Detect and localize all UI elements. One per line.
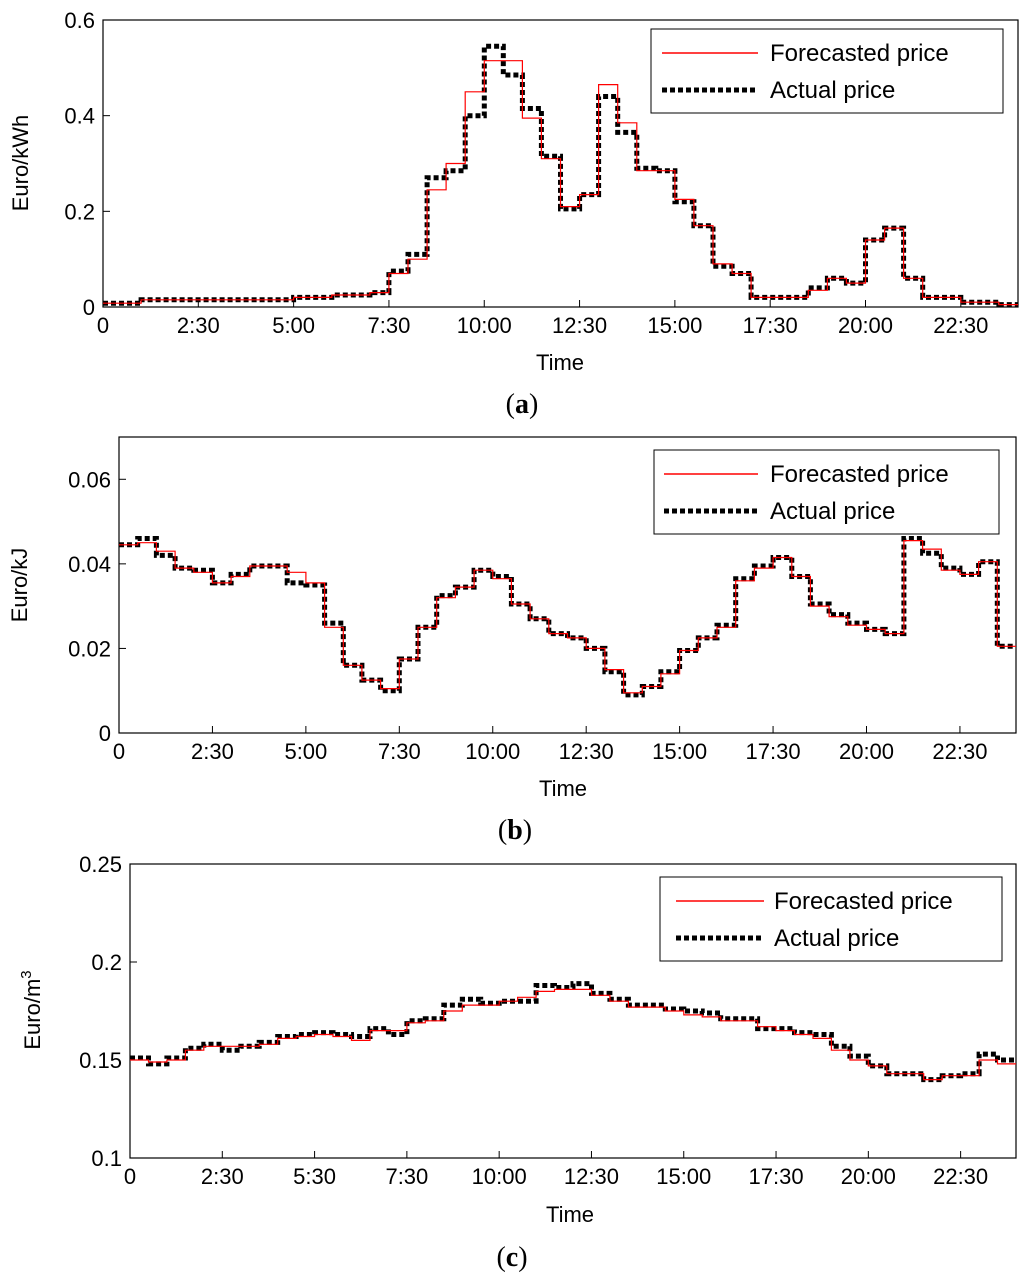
- legend: Forecasted price Actual price: [653, 449, 1000, 535]
- x-tick-label: 22:30: [932, 739, 987, 764]
- legend-actual-label: Actual price: [770, 77, 895, 104]
- x-tick-label: 17:30: [743, 313, 798, 338]
- y-axis-label: Euro/m3: [18, 970, 45, 1049]
- x-axis: 0 2:30 5:00 7:30 10:00 12:30 15:00 17:30 20:00 22…: [97, 300, 988, 338]
- x-tick-label: 22:30: [933, 313, 988, 338]
- y-tick-label: 0.15: [79, 1048, 122, 1073]
- caption-a-letter: a: [515, 389, 529, 420]
- series-lines: [103, 43, 1018, 308]
- x-tick-label: 20:00: [838, 313, 893, 338]
- y-axis-label-superscript: 3: [18, 970, 35, 978]
- x-tick-label: 15:00: [656, 1164, 711, 1189]
- chart-panel-c: 0 2:30 5:30 7:30 10:00 12:30 15:00 17:30 20:00 22…: [18, 852, 1017, 1273]
- x-tick-label: 0: [113, 739, 125, 764]
- x-tick-label: 22:30: [933, 1164, 988, 1189]
- caption-c-letter: c: [506, 1242, 518, 1273]
- series-lines: [119, 536, 1016, 698]
- y-axis-label: Euro/kWh: [8, 115, 33, 212]
- x-tick-label: 7:30: [378, 739, 421, 764]
- x-tick-label: 10:00: [457, 313, 512, 338]
- x-tick-label: 2:30: [177, 313, 220, 338]
- y-tick-label: 0.25: [79, 852, 122, 877]
- y-tick-label: 0.6: [64, 8, 95, 33]
- caption-b-letter: b: [507, 815, 523, 846]
- legend: Forecasted price Actual price: [650, 28, 1004, 114]
- x-tick-label: 17:30: [746, 739, 801, 764]
- series-forecasted-price: [130, 988, 1016, 1081]
- y-axis-label-base: Euro/m: [20, 979, 45, 1050]
- y-tick-label: 0.02: [68, 636, 111, 661]
- y-axis: 0 0.2 0.4 0.6: [64, 8, 110, 320]
- caption-c: (c): [496, 1242, 527, 1273]
- x-axis: 0 2:30 5:30 7:30 10:00 12:30 15:00 17:30 20:00 22…: [124, 1151, 988, 1189]
- x-axis: 0 2:30 5:00 7:30 10:00 12:30 15:00 17:30 20:00 22…: [113, 726, 987, 764]
- x-tick-label: 17:30: [749, 1164, 804, 1189]
- x-tick-label: 10:00: [472, 1164, 527, 1189]
- y-tick-label: 0.1: [91, 1146, 122, 1171]
- x-axis-label: Time: [546, 1202, 594, 1227]
- legend-box: [659, 876, 1003, 962]
- chart-panel-b: 0 2:30 5:00 7:30 10:00 12:30 15:00 17:30 20:00 22…: [7, 436, 1017, 846]
- legend-actual-label: Actual price: [774, 925, 899, 952]
- series-forecasted-price: [119, 540, 1016, 694]
- y-tick-label: 0: [83, 295, 95, 320]
- x-tick-label: 12:30: [552, 313, 607, 338]
- y-tick-label: 0.4: [64, 104, 95, 129]
- series-forecasted-price: [103, 60, 1018, 306]
- x-tick-label: 20:00: [839, 739, 894, 764]
- y-tick-label: 0.2: [64, 199, 95, 224]
- legend-forecast-label: Forecasted price: [770, 40, 949, 67]
- x-tick-label: 12:30: [559, 739, 614, 764]
- y-tick-label: 0.06: [68, 467, 111, 492]
- x-tick-label: 5:30: [293, 1164, 336, 1189]
- x-tick-label: 2:30: [191, 739, 234, 764]
- y-axis: 0 0.02 0.04 0.06: [68, 467, 126, 746]
- x-tick-label: 2:30: [201, 1164, 244, 1189]
- x-axis-label: Time: [539, 776, 587, 801]
- x-axis-label: Time: [536, 350, 584, 375]
- x-tick-label: 7:30: [385, 1164, 428, 1189]
- series-lines: [130, 981, 1016, 1083]
- y-axis: 0.1 0.15 0.2 0.25: [79, 852, 137, 1171]
- legend-box: [653, 449, 1000, 535]
- x-tick-label: 5:00: [284, 739, 327, 764]
- x-tick-label: 5:00: [272, 313, 315, 338]
- caption-b: (b): [498, 815, 532, 846]
- x-tick-label: 15:00: [652, 739, 707, 764]
- legend-forecast-label: Forecasted price: [770, 461, 949, 488]
- legend-box: [650, 28, 1004, 114]
- x-tick-label: 7:30: [368, 313, 411, 338]
- chart-panel-a: 0 2:30 5:00 7:30 10:00 12:30 15:00 17:30 20:00 22…: [8, 8, 1019, 420]
- legend-forecast-label: Forecasted price: [774, 888, 953, 915]
- legend-actual-label: Actual price: [770, 498, 895, 525]
- x-tick-label: 20:00: [841, 1164, 896, 1189]
- y-tick-label: 0.2: [91, 950, 122, 975]
- x-tick-label: 0: [124, 1164, 136, 1189]
- x-tick-label: 12:30: [564, 1164, 619, 1189]
- y-axis-label: Euro/kJ: [7, 548, 32, 623]
- y-tick-label: 0.04: [68, 552, 111, 577]
- y-tick-label: 0: [99, 721, 111, 746]
- x-tick-label: 10:00: [465, 739, 520, 764]
- legend: Forecasted price Actual price: [659, 876, 1003, 962]
- x-tick-label: 0: [97, 313, 109, 338]
- caption-a: (a): [506, 389, 539, 420]
- x-tick-label: 15:00: [647, 313, 702, 338]
